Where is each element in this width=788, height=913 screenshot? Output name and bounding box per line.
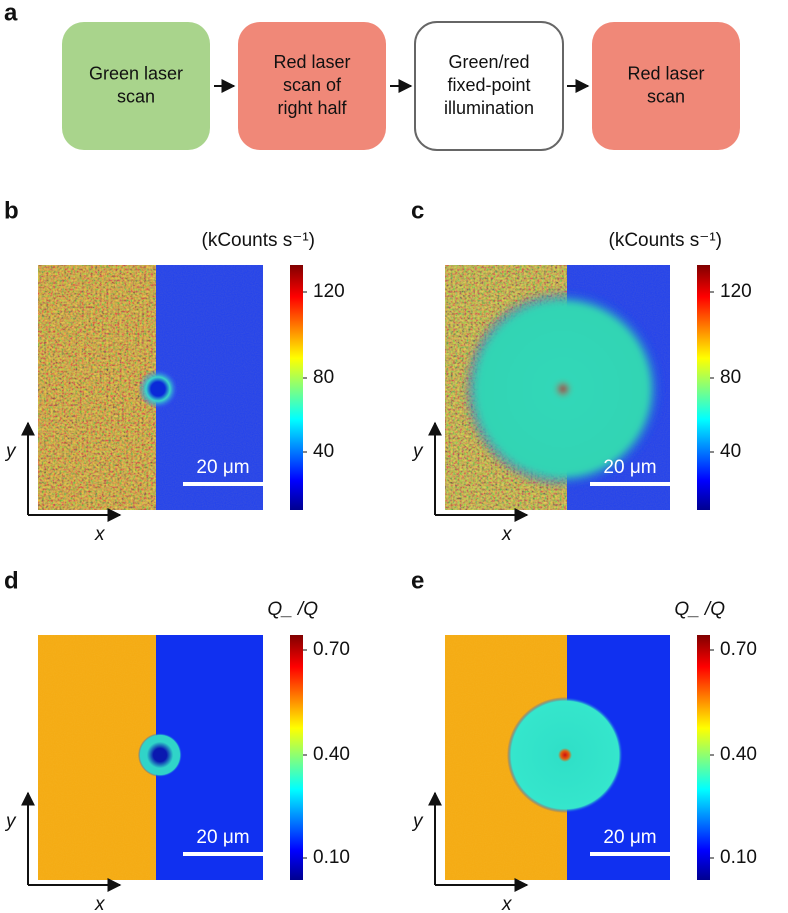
panel-label: c xyxy=(411,197,424,224)
panel-label: b xyxy=(4,197,19,224)
flow-box: Green/red fixed-point illumination xyxy=(414,21,564,151)
box-text: fixed-point xyxy=(447,75,530,95)
box-text: Green laser xyxy=(89,63,183,83)
colorbar-tick-label: 0.70 xyxy=(720,639,757,660)
colorbar-tick-label: 40 xyxy=(313,441,334,462)
colorbar xyxy=(290,635,303,880)
x-axis-label: x xyxy=(501,894,513,913)
y-axis-label: y xyxy=(4,811,17,832)
scale-bar-label: 20 μm xyxy=(196,827,249,848)
scale-bar-label: 20 μm xyxy=(603,457,656,478)
x-axis-label: x xyxy=(501,524,513,545)
y-axis-label: y xyxy=(411,811,424,832)
box-text: scan xyxy=(117,86,155,106)
y-axis-label: y xyxy=(4,441,17,462)
panel-label: d xyxy=(4,567,19,594)
flow-box: Red laser scan of right half xyxy=(238,22,386,150)
colorbar-tick-label: 120 xyxy=(313,281,345,302)
panel-label: e xyxy=(411,567,424,594)
noise xyxy=(38,635,156,880)
colorbar xyxy=(697,635,710,880)
noise xyxy=(38,265,156,510)
colorbar-tick-label: 0.70 xyxy=(313,639,350,660)
heatmap xyxy=(445,265,670,510)
spot xyxy=(463,289,663,489)
colorbar xyxy=(697,265,710,510)
box-shape xyxy=(62,22,210,150)
y-axis-label: y xyxy=(411,441,424,462)
panel-label: a xyxy=(4,0,18,26)
heatmap xyxy=(445,635,670,880)
box-text: Red laser xyxy=(627,63,704,83)
colorbar-tick-label: 0.40 xyxy=(720,744,757,765)
heatmap xyxy=(38,635,263,880)
box-text: Green/red xyxy=(448,52,529,72)
box-shape xyxy=(238,22,386,150)
colorbar-tick-label: 0.10 xyxy=(313,847,350,868)
spot xyxy=(138,369,178,409)
colorbar-unit: Q_ /Q xyxy=(267,599,318,620)
colorbar-tick-label: 0.40 xyxy=(313,744,350,765)
colorbar xyxy=(290,265,303,510)
colorbar-tick-label: 80 xyxy=(720,367,741,388)
x-axis-label: x xyxy=(94,894,106,913)
scale-bar-label: 20 μm xyxy=(196,457,249,478)
heatmap xyxy=(38,265,263,510)
colorbar-tick-label: 120 xyxy=(720,281,752,302)
box-text: scan xyxy=(647,86,685,106)
colorbar-unit: (kCounts s⁻¹) xyxy=(202,230,316,251)
colorbar-tick-label: 0.10 xyxy=(720,847,757,868)
box-text: illumination xyxy=(444,98,534,118)
spot xyxy=(507,697,623,813)
flow-box: Green laser scan xyxy=(62,22,210,150)
spot xyxy=(138,733,182,777)
box-text: Red laser xyxy=(273,52,350,72)
box-text: right half xyxy=(277,98,347,118)
colorbar-tick-label: 80 xyxy=(313,367,334,388)
colorbar-tick-label: 40 xyxy=(720,441,741,462)
colorbar-unit: (kCounts s⁻¹) xyxy=(609,230,723,251)
scale-bar-label: 20 μm xyxy=(603,827,656,848)
box-shape xyxy=(414,21,564,151)
box-shape xyxy=(592,22,740,150)
flow-box: Red laser scan xyxy=(592,22,740,150)
x-axis-label: x xyxy=(94,524,106,545)
colorbar-unit: Q_ /Q xyxy=(674,599,725,620)
box-text: scan of xyxy=(283,75,342,95)
